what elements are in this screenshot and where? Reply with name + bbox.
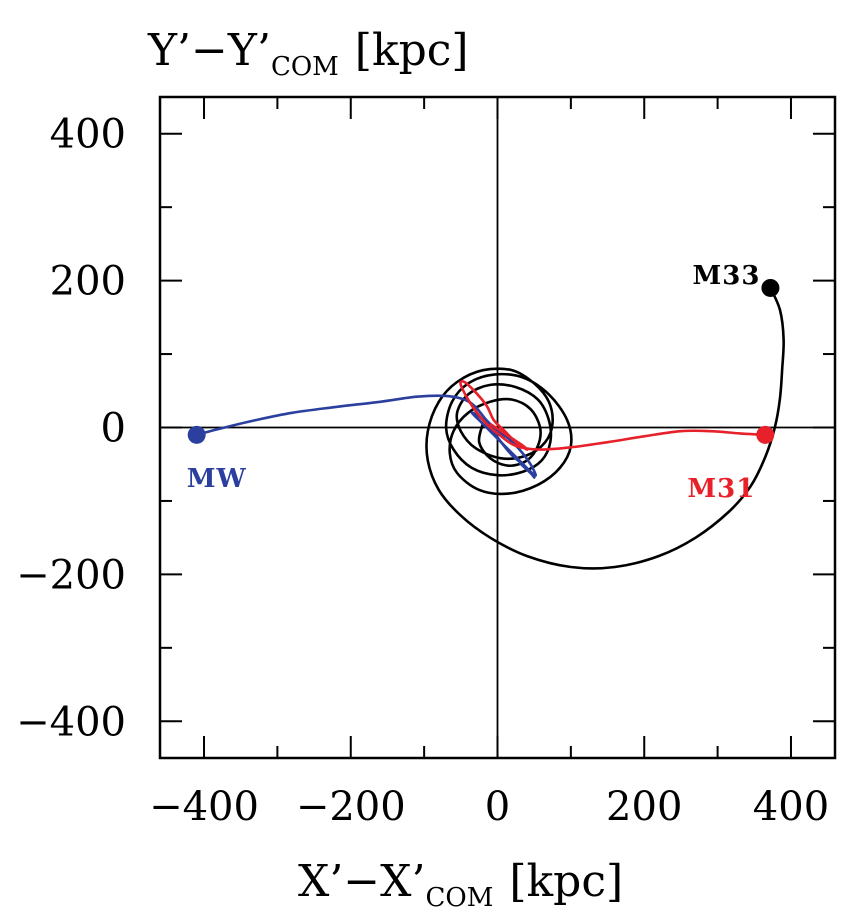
y-tick-label: 0 [101, 406, 126, 452]
orbit-m31 [459, 380, 766, 451]
x-tick-label: 200 [606, 784, 682, 830]
point-labels: MW M31 M33 [187, 261, 760, 504]
tick-marks [160, 97, 835, 758]
label-m31: M31 [687, 474, 755, 504]
x-tick-label: −200 [296, 784, 406, 830]
start-point-mw [187, 425, 206, 444]
label-mw: MW [187, 464, 247, 494]
x-tick-label: −400 [149, 784, 259, 830]
start-point-m31 [756, 425, 775, 444]
orbit-m33 [425, 287, 785, 570]
x-axis-title-main: X’−X’ [298, 856, 426, 907]
y-tick-label: −200 [16, 552, 126, 598]
y-tick-label: 400 [50, 112, 126, 158]
x-axis-title: X’−X’COM [kpc] [298, 856, 623, 913]
plot-frame [158, 95, 837, 760]
tick-labels: −400 −200 0 200 400 −400 −200 0 200 400 [16, 112, 829, 830]
y-axis-title-unit: [kpc] [355, 25, 469, 76]
orbit-mw [196, 394, 537, 479]
x-axis-title-sub: COM [426, 883, 494, 913]
y-axis-title-sub: COM [271, 52, 339, 82]
x-tick-label: 0 [485, 784, 510, 830]
start-point-m33 [761, 278, 780, 297]
series-layer [187, 278, 785, 570]
y-axis-title-main: Y’−Y’ [147, 25, 271, 76]
x-tick-label: 400 [753, 784, 829, 830]
label-m33: M33 [692, 261, 760, 291]
y-tick-label: 200 [50, 259, 126, 305]
x-axis-title-unit: [kpc] [509, 856, 623, 907]
y-axis-title: Y’−Y’COM [kpc] [147, 25, 469, 82]
y-tick-label: −400 [16, 699, 126, 745]
